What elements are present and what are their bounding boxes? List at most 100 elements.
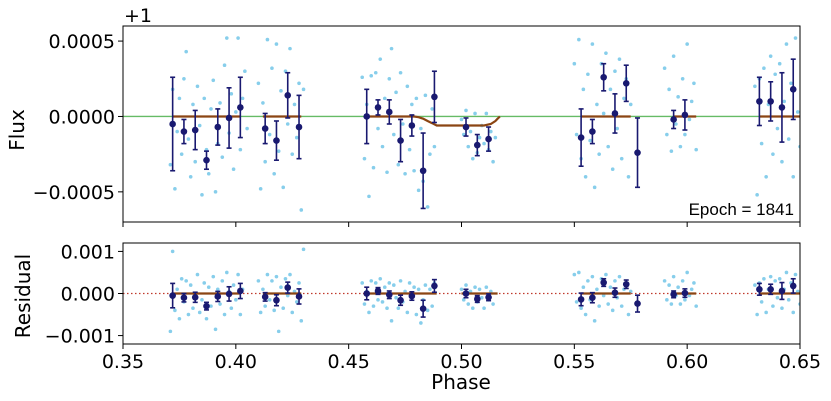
residual-raw-point: [470, 306, 475, 311]
residual-raw-point: [362, 302, 367, 306]
flux-raw-point: [464, 108, 468, 113]
flux-offset-text: +1: [124, 5, 152, 27]
flux-binned-point: [778, 104, 786, 111]
residual-raw-point: [202, 281, 207, 285]
flux-raw-point: [759, 141, 764, 146]
residual-axes-frame: [122, 242, 801, 345]
flux-raw-point: [789, 81, 793, 86]
flux-raw-point: [753, 84, 757, 89]
residual-raw-point: [771, 304, 775, 308]
residual-binned-point: [767, 285, 774, 293]
residual-raw-point: [419, 321, 423, 325]
flux-raw-point: [491, 159, 495, 164]
flux-raw-point: [689, 99, 694, 104]
flux-raw-point: [238, 147, 243, 152]
residual-binned-point: [273, 296, 280, 304]
flux-raw-point: [425, 205, 430, 209]
flux-binned-point: [473, 141, 481, 149]
phase-x-tick-label: 0.65: [779, 351, 821, 373]
flux-raw-point: [782, 99, 787, 104]
flux-raw-point: [301, 87, 306, 92]
flux-binned-point: [214, 123, 222, 131]
flux-raw-point: [683, 132, 687, 137]
residual-raw-point: [389, 319, 394, 323]
flux-binned-point: [767, 98, 774, 105]
flux-raw-point: [382, 96, 387, 101]
residual-raw-point: [780, 306, 784, 311]
residual-raw-point: [581, 285, 586, 289]
flux-binned-point: [261, 125, 269, 132]
residual-raw-point: [168, 329, 173, 334]
flux-raw-point: [795, 110, 800, 114]
flux-raw-point: [628, 102, 633, 107]
flux-raw-point: [604, 51, 608, 55]
flux-raw-point: [213, 190, 218, 194]
residual-raw-point: [283, 276, 288, 281]
flux-raw-point: [243, 69, 247, 74]
residual-binned-point: [191, 293, 199, 301]
residual-plot-area: [123, 247, 800, 334]
residual-raw-point: [184, 279, 188, 283]
residual-raw-point: [461, 298, 466, 302]
residual-raw-point: [793, 272, 798, 277]
flux-raw-point: [466, 144, 471, 149]
flux-raw-point: [225, 36, 229, 40]
flux-raw-point: [692, 81, 696, 86]
flux-raw-point: [288, 46, 292, 51]
residual-y-tick-label: 0.000: [61, 284, 115, 306]
residual-y-tick-label: 0.001: [61, 241, 115, 263]
flux-raw-point: [671, 54, 676, 58]
flux-raw-point: [493, 135, 498, 140]
flux-raw-point: [470, 156, 475, 161]
flux-raw-point: [626, 174, 631, 179]
residual-raw-point: [292, 289, 297, 294]
residual-binned-point: [214, 293, 222, 300]
flux-raw-point: [780, 159, 784, 164]
residual-raw-point: [218, 302, 222, 306]
flux-raw-point: [588, 138, 592, 143]
residual-binned-point: [408, 292, 416, 300]
residual-raw-point: [676, 285, 680, 289]
residual-raw-point: [211, 274, 216, 279]
residual-binned-point: [284, 284, 292, 291]
flux-raw-point: [220, 155, 225, 159]
residual-raw-point: [222, 312, 227, 317]
residual-raw-point: [360, 281, 365, 285]
flux-raw-point: [773, 72, 777, 77]
flux-raw-point: [786, 137, 791, 141]
residual-raw-point: [290, 310, 295, 315]
residual-raw-point: [213, 327, 218, 332]
residual-raw-point: [671, 274, 676, 279]
residual-binned-point: [169, 292, 176, 299]
residual-raw-point: [387, 281, 392, 285]
flux-binned-point: [363, 113, 371, 120]
phase-x-tick-label: 0.40: [215, 351, 257, 373]
flux-raw-point: [428, 152, 432, 156]
residual-raw-point: [759, 300, 764, 304]
residual-y-axis-label: Residual: [11, 254, 35, 338]
flux-raw-point: [755, 193, 759, 197]
residual-binned-point: [295, 293, 303, 300]
flux-raw-point: [294, 135, 299, 140]
residual-raw-point: [590, 274, 595, 279]
flux-raw-point: [608, 87, 613, 92]
flux-binned-point: [191, 126, 199, 134]
flux-raw-point: [272, 171, 276, 176]
flux-raw-point: [572, 61, 577, 66]
residual-raw-point: [473, 285, 477, 289]
residual-raw-point: [416, 287, 421, 292]
flux-raw-point: [297, 81, 301, 86]
flux-raw-point: [484, 111, 489, 116]
flux-raw-point: [258, 187, 263, 191]
flux-raw-point: [263, 159, 267, 164]
flux-y-ticks: 0.0005 0.0000 −0.0005: [33, 31, 801, 227]
flux-raw-point: [403, 171, 407, 176]
residual-raw-point: [579, 306, 583, 311]
flux-raw-point: [601, 111, 606, 116]
flux-raw-point: [468, 129, 473, 134]
flux-raw-point: [376, 126, 380, 131]
residual-raw-point: [215, 287, 220, 292]
residual-raw-point: [680, 279, 685, 283]
flux-raw-point: [206, 171, 211, 176]
